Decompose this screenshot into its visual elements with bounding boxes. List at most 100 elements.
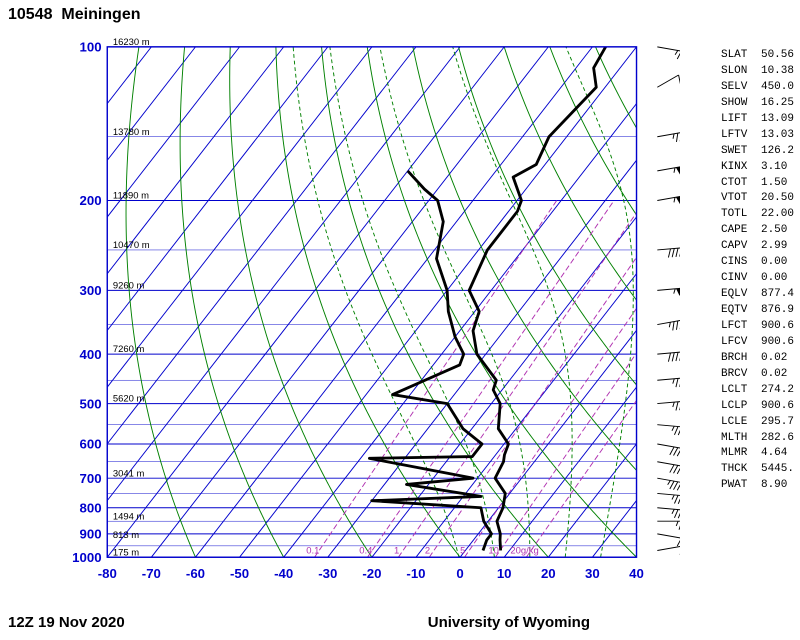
index-key: LFCT bbox=[721, 319, 761, 335]
index-key: CINV bbox=[721, 271, 761, 287]
index-key: MLMR bbox=[721, 446, 761, 462]
index-val: 282.6 bbox=[761, 432, 794, 444]
svg-text:20g/kg: 20g/kg bbox=[510, 545, 538, 556]
svg-text:0: 0 bbox=[456, 566, 463, 581]
index-key: SLAT bbox=[721, 48, 761, 64]
svg-text:-80: -80 bbox=[98, 566, 117, 581]
index-row: SLAT50.56 bbox=[721, 48, 794, 64]
index-row: KINX3.10 bbox=[721, 160, 794, 176]
index-key: LCLT bbox=[721, 383, 761, 399]
svg-text:1494 m: 1494 m bbox=[113, 511, 145, 522]
index-val: 295.7 bbox=[761, 416, 794, 428]
index-val: 5445. bbox=[761, 463, 794, 475]
index-val: 0.00 bbox=[761, 272, 787, 284]
svg-text:30: 30 bbox=[585, 566, 600, 581]
index-row: CINS0.00 bbox=[721, 255, 794, 271]
svg-text:10: 10 bbox=[497, 566, 512, 581]
index-key: TOTL bbox=[721, 207, 761, 223]
svg-text:-60: -60 bbox=[186, 566, 205, 581]
index-row: CAPE2.50 bbox=[721, 223, 794, 239]
index-row: EQLV877.4 bbox=[721, 287, 794, 303]
index-val: 877.4 bbox=[761, 288, 794, 300]
svg-text:5620 m: 5620 m bbox=[113, 394, 145, 405]
index-row: LFCV900.6 bbox=[721, 335, 794, 351]
index-row: LFCT900.6 bbox=[721, 319, 794, 335]
index-val: 16.25 bbox=[761, 97, 794, 109]
index-row: SHOW16.25 bbox=[721, 96, 794, 112]
index-val: 22.00 bbox=[761, 208, 794, 220]
svg-text:900: 900 bbox=[80, 527, 102, 542]
svg-text:1: 1 bbox=[394, 545, 399, 556]
index-key: SWET bbox=[721, 144, 761, 160]
index-val: 2.50 bbox=[761, 224, 787, 236]
index-val: 13.03 bbox=[761, 129, 794, 141]
index-val: 3.10 bbox=[761, 161, 787, 173]
svg-text:600: 600 bbox=[80, 437, 102, 452]
index-key: SLON bbox=[721, 64, 761, 80]
index-row: MLTH282.6 bbox=[721, 431, 794, 447]
svg-text:700: 700 bbox=[80, 471, 102, 486]
index-key: SELV bbox=[721, 80, 761, 96]
date-label: 12Z 19 Nov 2020 bbox=[8, 614, 125, 631]
index-key: KINX bbox=[721, 160, 761, 176]
index-row: EQTV876.9 bbox=[721, 303, 794, 319]
indices-table: SLAT50.56SLON10.38SELV450.0SHOW16.25LIFT… bbox=[721, 48, 794, 494]
svg-text:40: 40 bbox=[629, 566, 644, 581]
svg-text:-50: -50 bbox=[230, 566, 249, 581]
index-val: 126.2 bbox=[761, 145, 794, 157]
svg-text:300: 300 bbox=[80, 283, 102, 298]
index-key: SHOW bbox=[721, 96, 761, 112]
index-val: 4.64 bbox=[761, 447, 787, 459]
svg-text:20: 20 bbox=[541, 566, 556, 581]
index-key: BRCH bbox=[721, 351, 761, 367]
svg-text:5: 5 bbox=[460, 545, 465, 556]
index-row: SWET126.2 bbox=[721, 144, 794, 160]
index-key: PWAT bbox=[721, 478, 761, 494]
svg-text:0.1: 0.1 bbox=[306, 545, 319, 556]
index-row: CAPV2.99 bbox=[721, 239, 794, 255]
svg-text:400: 400 bbox=[80, 347, 102, 362]
index-row: LFTV13.03 bbox=[721, 128, 794, 144]
index-key: CINS bbox=[721, 255, 761, 271]
index-val: 13.09 bbox=[761, 113, 794, 125]
svg-text:9260 m: 9260 m bbox=[113, 280, 145, 291]
svg-text:-10: -10 bbox=[406, 566, 425, 581]
index-key: VTOT bbox=[721, 191, 761, 207]
index-key: LFTV bbox=[721, 128, 761, 144]
index-row: LCLE295.7 bbox=[721, 415, 794, 431]
svg-text:0.4: 0.4 bbox=[359, 545, 372, 556]
index-row: PWAT8.90 bbox=[721, 478, 794, 494]
index-row: BRCH0.02 bbox=[721, 351, 794, 367]
index-row: TOTL22.00 bbox=[721, 207, 794, 223]
index-val: 0.00 bbox=[761, 256, 787, 268]
index-row: LCLP900.6 bbox=[721, 399, 794, 415]
index-row: SLON10.38 bbox=[721, 64, 794, 80]
index-row: THCK5445. bbox=[721, 462, 794, 478]
index-val: 274.2 bbox=[761, 384, 794, 396]
index-key: LFCV bbox=[721, 335, 761, 351]
station-name: Meiningen bbox=[61, 6, 140, 23]
svg-text:200: 200 bbox=[80, 193, 102, 208]
index-key: MLTH bbox=[721, 431, 761, 447]
skewt-chart: 1002003004005006007008009001000-80-70-60… bbox=[60, 30, 620, 570]
svg-text:500: 500 bbox=[80, 396, 102, 411]
svg-text:813 m: 813 m bbox=[113, 530, 139, 541]
index-val: 2.99 bbox=[761, 240, 787, 252]
svg-text:-40: -40 bbox=[274, 566, 293, 581]
index-val: 450.0 bbox=[761, 81, 794, 93]
index-row: SELV450.0 bbox=[721, 80, 794, 96]
index-key: EQLV bbox=[721, 287, 761, 303]
index-val: 10.38 bbox=[761, 65, 794, 77]
svg-text:7260 m: 7260 m bbox=[113, 344, 145, 355]
index-val: 876.9 bbox=[761, 304, 794, 316]
index-row: BRCV0.02 bbox=[721, 367, 794, 383]
index-key: BRCV bbox=[721, 367, 761, 383]
org-label: University of Wyoming bbox=[428, 614, 590, 631]
index-row: LIFT13.09 bbox=[721, 112, 794, 128]
index-key: CAPV bbox=[721, 239, 761, 255]
svg-text:-70: -70 bbox=[142, 566, 161, 581]
index-val: 0.02 bbox=[761, 368, 787, 380]
svg-text:800: 800 bbox=[80, 500, 102, 515]
index-key: CAPE bbox=[721, 223, 761, 239]
index-val: 0.02 bbox=[761, 352, 787, 364]
